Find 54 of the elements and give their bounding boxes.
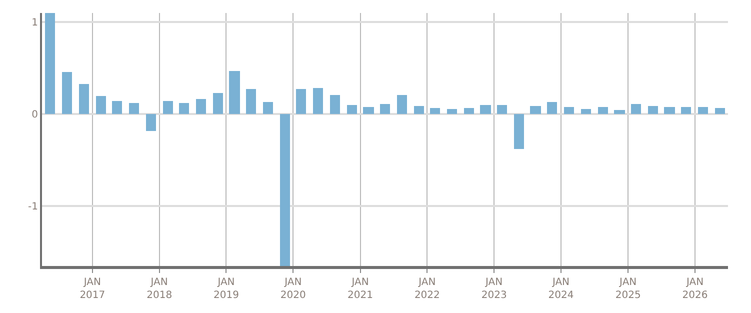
bar <box>280 114 290 266</box>
bar <box>480 105 491 114</box>
bar <box>129 103 139 114</box>
bar <box>112 101 122 114</box>
bar <box>564 107 574 114</box>
x-tick-label: JAN 2019 <box>214 277 239 301</box>
bar <box>263 102 273 114</box>
bar <box>62 72 72 114</box>
bar <box>146 114 156 131</box>
x-tick-label: JAN 2018 <box>146 277 172 301</box>
bar <box>614 110 625 114</box>
y-tick-label: -1 <box>28 202 38 213</box>
bar <box>45 13 55 114</box>
bar <box>681 107 691 114</box>
bar <box>581 109 591 114</box>
bar <box>698 107 708 114</box>
bar <box>296 89 306 114</box>
x-tick-label: JAN 2023 <box>481 277 507 301</box>
bar <box>430 108 440 114</box>
bar <box>229 71 240 114</box>
x-tick-label: JAN 2025 <box>615 277 641 301</box>
bar <box>163 101 173 114</box>
bar <box>179 103 189 114</box>
bar <box>464 108 474 114</box>
bar <box>196 99 206 114</box>
bar <box>213 93 223 114</box>
bar <box>79 84 89 114</box>
x-tick-label: JAN 2022 <box>414 277 440 301</box>
bar <box>547 102 557 114</box>
bar <box>447 109 457 114</box>
bar <box>664 107 675 114</box>
bar <box>330 95 340 114</box>
x-tick-label: JAN 2024 <box>548 277 574 301</box>
bar <box>497 105 507 114</box>
x-tick-label: JAN 2020 <box>280 277 306 301</box>
bar <box>246 89 256 114</box>
x-tick-label: JAN 2017 <box>80 277 106 301</box>
bar <box>347 105 357 114</box>
bar <box>380 104 390 114</box>
bar <box>363 107 374 114</box>
y-tick-label: 1 <box>32 18 38 29</box>
bar <box>313 88 323 114</box>
x-tick-label: JAN 2026 <box>682 277 708 301</box>
bar <box>648 106 658 114</box>
bar <box>414 106 424 114</box>
bar <box>715 108 725 114</box>
x-tick-label: JAN 2021 <box>348 277 373 301</box>
bar <box>530 106 541 114</box>
y-tick-label: 0 <box>32 110 38 121</box>
bar <box>514 114 524 149</box>
bar <box>631 104 641 114</box>
bar <box>397 95 407 114</box>
bar <box>96 96 106 114</box>
bar <box>598 107 608 114</box>
